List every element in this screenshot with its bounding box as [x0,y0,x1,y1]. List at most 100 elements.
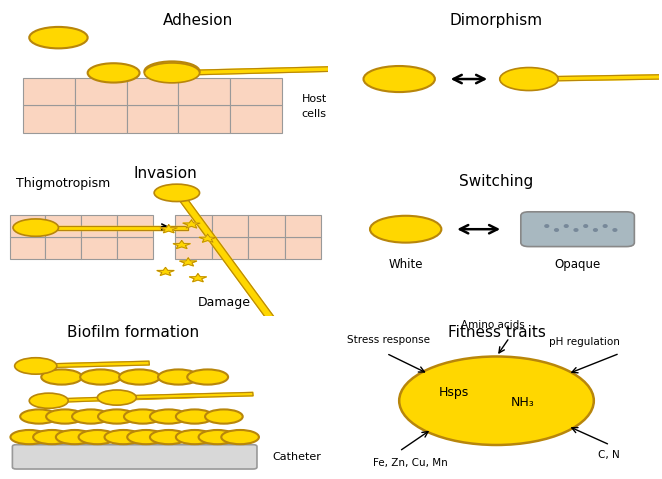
Text: Stress response: Stress response [348,335,430,345]
Bar [10,237,46,259]
Polygon shape [179,199,277,323]
Text: Host: Host [302,94,327,104]
Ellipse shape [176,430,214,444]
Polygon shape [157,267,174,275]
Ellipse shape [13,219,58,236]
Polygon shape [65,394,201,402]
Ellipse shape [41,369,82,385]
Bar [117,237,152,259]
Text: NH₃: NH₃ [510,396,534,409]
Ellipse shape [187,369,228,385]
Text: Invasion: Invasion [134,166,197,181]
Text: Adhesion: Adhesion [163,13,233,28]
Ellipse shape [33,430,71,444]
Ellipse shape [583,224,589,228]
Ellipse shape [554,228,559,232]
Text: Hsps: Hsps [439,387,469,399]
Text: cells: cells [302,109,327,119]
Ellipse shape [500,68,558,91]
Bar [212,237,248,259]
Text: Opaque: Opaque [555,258,600,271]
Ellipse shape [573,228,579,232]
Polygon shape [54,361,150,367]
Ellipse shape [15,358,57,374]
Ellipse shape [11,430,48,444]
Bar [230,78,282,105]
Bar [23,105,75,133]
Polygon shape [55,226,188,229]
Ellipse shape [144,61,199,81]
Ellipse shape [87,63,140,82]
Ellipse shape [150,410,187,423]
Polygon shape [160,225,177,233]
Bar [175,215,212,237]
Bar [285,215,321,237]
Ellipse shape [119,369,160,385]
Polygon shape [553,72,662,81]
Ellipse shape [544,224,549,228]
Text: pH regulation: pH regulation [549,337,620,347]
Bar [175,237,212,259]
Ellipse shape [80,369,121,385]
Polygon shape [183,220,200,228]
Text: Dimorphism: Dimorphism [450,13,543,28]
Bar [285,237,321,259]
Polygon shape [173,240,191,249]
FancyBboxPatch shape [521,212,634,247]
Ellipse shape [205,410,243,423]
Bar [75,105,126,133]
Ellipse shape [612,228,618,232]
Bar [248,237,285,259]
Ellipse shape [46,410,84,423]
Ellipse shape [98,410,136,423]
Ellipse shape [29,27,87,48]
Ellipse shape [144,63,199,83]
Text: Amino acids: Amino acids [461,319,525,330]
Bar [230,105,282,133]
Ellipse shape [56,430,93,444]
Ellipse shape [72,410,110,423]
Polygon shape [195,64,438,75]
Bar [23,78,75,105]
Bar [179,78,230,105]
Bar [81,215,117,237]
Ellipse shape [158,369,199,385]
Bar [126,105,179,133]
Polygon shape [133,392,253,399]
Bar [248,215,285,237]
Ellipse shape [370,216,442,243]
Bar [81,237,117,259]
Bar [10,215,46,237]
Ellipse shape [199,430,236,444]
Ellipse shape [127,430,165,444]
Ellipse shape [602,224,608,228]
Polygon shape [189,274,207,282]
Ellipse shape [221,430,259,444]
Text: Catheter: Catheter [273,452,322,462]
Ellipse shape [29,393,68,408]
Ellipse shape [593,228,598,232]
Text: Switching: Switching [459,174,534,189]
Ellipse shape [154,184,199,202]
Ellipse shape [176,410,214,423]
Ellipse shape [150,430,187,444]
Polygon shape [179,258,197,266]
Ellipse shape [97,390,136,405]
Text: White: White [389,258,423,271]
Bar [212,215,248,237]
Bar [179,105,230,133]
Ellipse shape [79,430,117,444]
Ellipse shape [563,224,569,228]
Text: Damage: Damage [198,296,251,308]
Text: C, N: C, N [598,450,620,460]
Ellipse shape [399,356,594,445]
Ellipse shape [20,410,58,423]
Text: Thigmotropism: Thigmotropism [17,177,111,190]
Ellipse shape [363,66,435,92]
Text: Fe, Zn, Cu, Mn: Fe, Zn, Cu, Mn [373,457,448,468]
Ellipse shape [124,410,162,423]
Bar [75,78,126,105]
Bar [117,215,152,237]
Text: Fitness traits: Fitness traits [448,325,545,340]
FancyBboxPatch shape [13,445,257,469]
